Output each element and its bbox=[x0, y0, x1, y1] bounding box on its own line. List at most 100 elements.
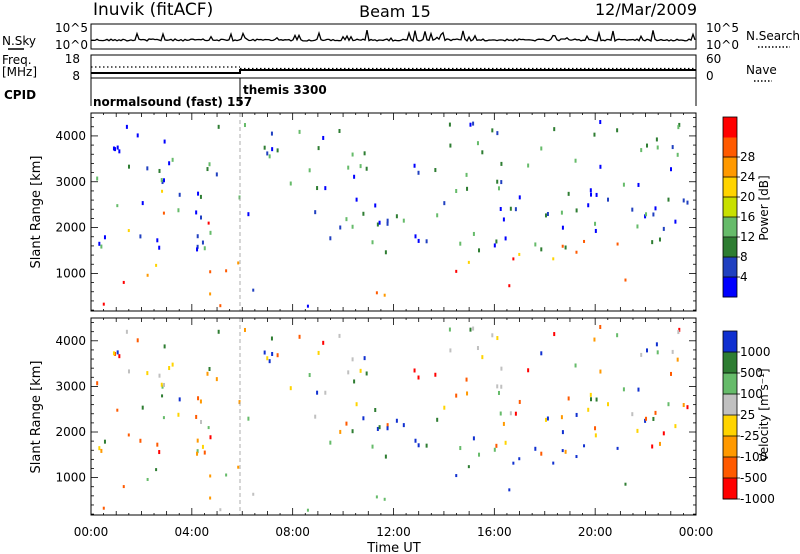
beam-title: Beam 15 bbox=[359, 2, 431, 21]
velocity-cell bbox=[353, 379, 356, 384]
velocity-cell bbox=[594, 426, 597, 431]
velocity-cell bbox=[465, 377, 468, 382]
power-cell bbox=[502, 217, 505, 222]
power-cell bbox=[324, 186, 327, 191]
power-cell bbox=[351, 152, 354, 157]
velocity-cell bbox=[351, 429, 354, 434]
velocity-cell bbox=[371, 444, 374, 449]
velocity-cell bbox=[417, 443, 420, 448]
power-cell bbox=[443, 201, 446, 206]
power-cell bbox=[472, 231, 475, 236]
y-tick-label: 4000 bbox=[55, 334, 86, 348]
velocity-cell bbox=[671, 349, 674, 354]
power-cell bbox=[199, 194, 202, 199]
velocity-cell bbox=[552, 461, 555, 465]
nsky-label: N.Sky bbox=[2, 34, 36, 48]
cpid-program-1: normalsound (fast) 157 bbox=[93, 95, 252, 109]
velocity-cell bbox=[339, 429, 342, 434]
velocity-cell bbox=[589, 392, 592, 397]
velocity-cell bbox=[347, 370, 350, 375]
power-cell bbox=[493, 243, 496, 248]
velocity-cell bbox=[324, 390, 327, 395]
power-cell bbox=[200, 215, 203, 220]
velocity-cell bbox=[449, 348, 452, 353]
velocity-cell bbox=[472, 326, 475, 331]
velocity-cell bbox=[146, 477, 149, 481]
colorbar-segment bbox=[723, 352, 737, 374]
velocity-cell bbox=[365, 371, 368, 376]
velocity-cell bbox=[434, 372, 437, 377]
power-cell bbox=[425, 239, 428, 244]
power-cell bbox=[514, 207, 517, 212]
power-cell bbox=[155, 263, 158, 267]
velocity-cell bbox=[103, 439, 106, 444]
power-cell bbox=[434, 168, 437, 173]
power-cell bbox=[640, 148, 643, 153]
velocity-cell bbox=[564, 449, 567, 454]
x-tick-label: 00:00 bbox=[74, 525, 109, 539]
power-cell bbox=[561, 225, 564, 230]
power-cell bbox=[575, 208, 578, 213]
x-tick-label: 00:00 bbox=[679, 525, 714, 539]
velocity-cell bbox=[114, 351, 117, 356]
power-cell bbox=[546, 211, 549, 216]
velocity-cell bbox=[268, 359, 271, 364]
power-cell bbox=[654, 206, 657, 211]
velocity-cell bbox=[127, 433, 130, 437]
cpid-program-2: themis 3300 bbox=[243, 83, 327, 97]
velocity-cell bbox=[514, 411, 517, 416]
velocity-panel: 1000 2000 3000 4000 Slant Range [km] 1000 50… bbox=[29, 317, 775, 516]
power-cell bbox=[402, 218, 405, 223]
nave-label: Nave bbox=[746, 63, 777, 77]
power-cell bbox=[162, 178, 165, 183]
velocity-cell bbox=[636, 428, 639, 433]
power-cell bbox=[208, 162, 211, 167]
power-cell bbox=[146, 273, 149, 277]
power-cell bbox=[466, 186, 469, 191]
power-cell bbox=[171, 157, 174, 162]
velocity-cell bbox=[215, 377, 218, 382]
power-cell bbox=[215, 172, 218, 177]
power-cell bbox=[270, 131, 273, 136]
power-cell bbox=[686, 200, 689, 205]
power-cell bbox=[118, 149, 121, 154]
velocity-cell bbox=[209, 496, 212, 500]
power-axis-ticks: 1000 2000 3000 4000 bbox=[55, 113, 697, 311]
power-cell bbox=[465, 172, 468, 177]
power-cell bbox=[656, 145, 659, 150]
velocity-cell bbox=[499, 411, 502, 416]
power-cell bbox=[345, 217, 348, 222]
power-cell bbox=[499, 206, 502, 211]
power-cell bbox=[217, 124, 220, 129]
colorbar-segment bbox=[723, 257, 737, 278]
freq-trace bbox=[91, 69, 696, 74]
velocity-cell bbox=[534, 446, 537, 451]
power-cell bbox=[646, 143, 649, 148]
velocity-cell bbox=[658, 441, 661, 446]
velocity-cell bbox=[500, 366, 503, 371]
power-cell bbox=[156, 238, 159, 243]
colorbar-tick-label: -100 bbox=[740, 450, 767, 464]
power-cell bbox=[158, 168, 161, 173]
velocity-cell bbox=[243, 327, 246, 332]
power-cell bbox=[219, 304, 222, 308]
y-tick-label: 2000 bbox=[55, 221, 86, 235]
power-cell bbox=[504, 236, 507, 241]
power-cell bbox=[670, 167, 673, 172]
power-cell bbox=[168, 161, 171, 166]
power-cell bbox=[203, 246, 206, 251]
power-cell bbox=[527, 163, 530, 168]
velocity-cell bbox=[686, 405, 689, 410]
velocity-cell bbox=[413, 368, 416, 373]
power-cell bbox=[225, 269, 228, 273]
velocity-cell bbox=[196, 438, 199, 443]
velocity-cell bbox=[200, 419, 203, 424]
velocity-cell bbox=[362, 416, 365, 421]
velocity-cell bbox=[677, 330, 680, 335]
velocity-cell bbox=[497, 390, 500, 395]
power-cell bbox=[481, 150, 484, 155]
velocity-cell bbox=[217, 329, 220, 334]
nsky-frame bbox=[90, 23, 697, 50]
power-cell bbox=[359, 164, 362, 169]
power-cell bbox=[552, 257, 555, 261]
